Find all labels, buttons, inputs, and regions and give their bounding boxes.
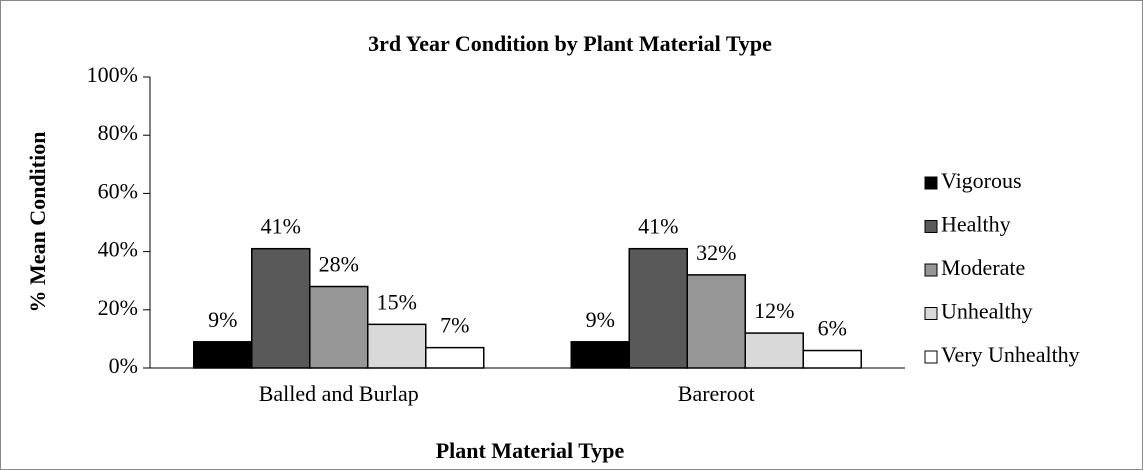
y-tick-label: 0%	[109, 353, 138, 378]
bar	[570, 341, 630, 369]
data-label: 7%	[440, 313, 469, 338]
y-tick-label: 60%	[98, 178, 138, 203]
bar	[628, 247, 688, 369]
y-axis-title: % Mean Condition	[25, 132, 50, 313]
x-axis-title: Plant Material Type	[436, 438, 625, 463]
bar	[251, 247, 311, 369]
bar	[425, 346, 485, 369]
legend-swatch	[924, 176, 938, 190]
data-label: 9%	[208, 307, 237, 332]
data-label: 9%	[586, 307, 615, 332]
data-label: 15%	[377, 289, 417, 314]
bar	[309, 285, 369, 369]
data-label: 32%	[696, 240, 736, 265]
y-tick-label: 20%	[98, 295, 138, 320]
x-tick-label: Balled and Burlap	[259, 381, 419, 406]
legend-swatch	[924, 220, 938, 233]
data-label: 41%	[638, 214, 678, 239]
legend-swatch	[924, 307, 938, 320]
bar	[367, 323, 427, 369]
legend-label: Vigorous	[941, 168, 1022, 193]
data-label: 6%	[818, 316, 847, 341]
legend-swatch	[924, 350, 938, 364]
legend-label: Unhealthy	[941, 299, 1033, 324]
chart-title: 3rd Year Condition by Plant Material Typ…	[368, 31, 772, 56]
legend-label: Very Unhealthy	[941, 342, 1080, 367]
legend-label: Healthy	[941, 212, 1011, 237]
x-tick-label: Bareroot	[678, 381, 755, 406]
data-label: 12%	[754, 298, 794, 323]
legend-swatch	[924, 263, 938, 277]
y-tick-label: 80%	[98, 120, 138, 145]
legend-label: Moderate	[941, 255, 1025, 280]
data-label: 41%	[261, 214, 301, 239]
y-tick-label: 100%	[87, 62, 138, 87]
bar	[686, 274, 746, 369]
y-tick-label: 40%	[98, 237, 138, 262]
bar	[802, 349, 862, 369]
bar	[744, 332, 804, 369]
data-label: 28%	[319, 252, 359, 277]
bar	[193, 341, 253, 369]
